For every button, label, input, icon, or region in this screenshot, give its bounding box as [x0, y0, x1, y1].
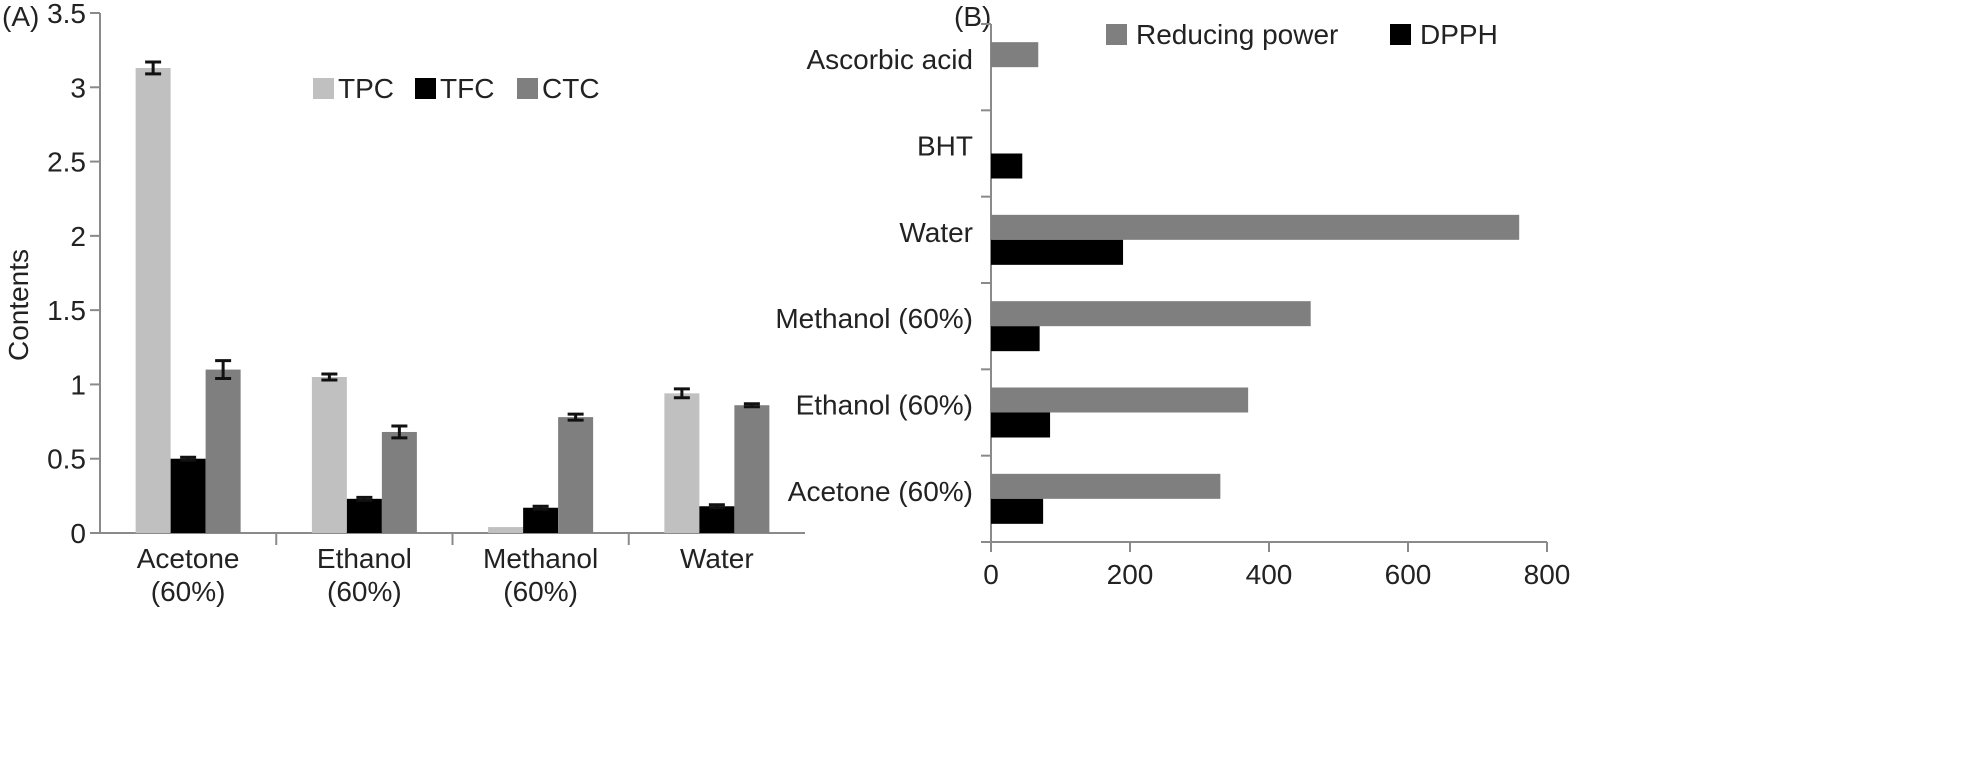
bar-tpc — [311, 377, 347, 533]
y-tick-label: Ascorbic acid — [806, 44, 973, 75]
bar-tfc — [346, 498, 382, 533]
bar-reducing-power — [991, 301, 1311, 327]
bar-reducing-power — [991, 387, 1249, 413]
legend-label-tpc: TPC — [338, 73, 394, 104]
y-tick-label: 0.5 — [47, 444, 86, 475]
bar-reducing-power — [991, 473, 1221, 499]
y-tick-label: Water — [899, 217, 973, 248]
x-tick-label: 200 — [1107, 559, 1154, 590]
legend-label-reducing-power: Reducing power — [1136, 19, 1338, 50]
y-tick-label: Acetone (60%) — [788, 476, 973, 507]
y-tick-label: Ethanol (60%) — [796, 390, 973, 421]
bar-ctc — [558, 417, 594, 533]
bar-ctc — [205, 369, 241, 533]
bar-tpc — [135, 67, 171, 533]
y-tick-label: 1.5 — [47, 295, 86, 326]
y-axis-title: Contents — [3, 249, 34, 361]
y-tick-label: 1 — [70, 369, 86, 400]
x-tick-label: 800 — [1524, 559, 1571, 590]
y-tick-label: BHT — [917, 131, 973, 162]
x-tick-label: Water — [680, 543, 754, 574]
y-tick-label: Methanol (60%) — [775, 303, 973, 334]
legend-swatch-ctc — [517, 78, 538, 99]
x-tick-label: (60%) — [151, 576, 226, 607]
legend-swatch-reducing-power — [1106, 24, 1127, 45]
x-tick-label: 600 — [1385, 559, 1432, 590]
bar-dpph — [991, 412, 1051, 438]
panel-b-label: (B) — [954, 1, 991, 32]
y-tick-label: 2 — [70, 221, 86, 252]
bar-reducing-power — [991, 42, 1039, 68]
y-tick-label: 3 — [70, 72, 86, 103]
bar-dpph — [991, 326, 1040, 352]
legend-label-dpph: DPPH — [1420, 19, 1498, 50]
bar-tpc — [488, 527, 524, 533]
legend-swatch-tpc — [313, 78, 334, 99]
bar-reducing-power — [991, 214, 1520, 240]
legend-swatch-dpph — [1390, 24, 1411, 45]
chart-b-antioxidant: 0 200 400 600 800 Ascorbic acid BHT Water Methan… — [775, 19, 1570, 590]
x-tick-label: Acetone — [137, 543, 240, 574]
legend-label-tfc: TFC — [440, 73, 494, 104]
bar-dpph — [991, 498, 1044, 524]
bar-ctc — [381, 431, 417, 533]
x-tick-label: Ethanol — [317, 543, 412, 574]
x-tick-label: Methanol — [483, 543, 598, 574]
y-tick-label: 2.5 — [47, 147, 86, 178]
y-tick-label: 3.5 — [47, 0, 86, 29]
bar-tpc — [664, 393, 700, 533]
bar-tfc — [699, 506, 735, 533]
x-tick-label: 400 — [1246, 559, 1293, 590]
bar-ctc — [734, 405, 770, 533]
legend-label-ctc: CTC — [542, 73, 600, 104]
bar-tfc — [170, 458, 206, 533]
bar-dpph — [991, 239, 1124, 265]
panel-a-label: (A) — [2, 1, 39, 32]
x-tick-label: 0 — [983, 559, 999, 590]
chart-a-contents: 00.511.522.533.5ContentsAcetone(60%)Etha… — [3, 0, 805, 607]
y-tick-label: 0 — [70, 518, 86, 549]
x-tick-label: (60%) — [503, 576, 578, 607]
bar-dpph — [991, 153, 1023, 179]
bar-tfc — [523, 507, 559, 533]
x-tick-label: (60%) — [327, 576, 402, 607]
legend-swatch-tfc — [415, 78, 436, 99]
